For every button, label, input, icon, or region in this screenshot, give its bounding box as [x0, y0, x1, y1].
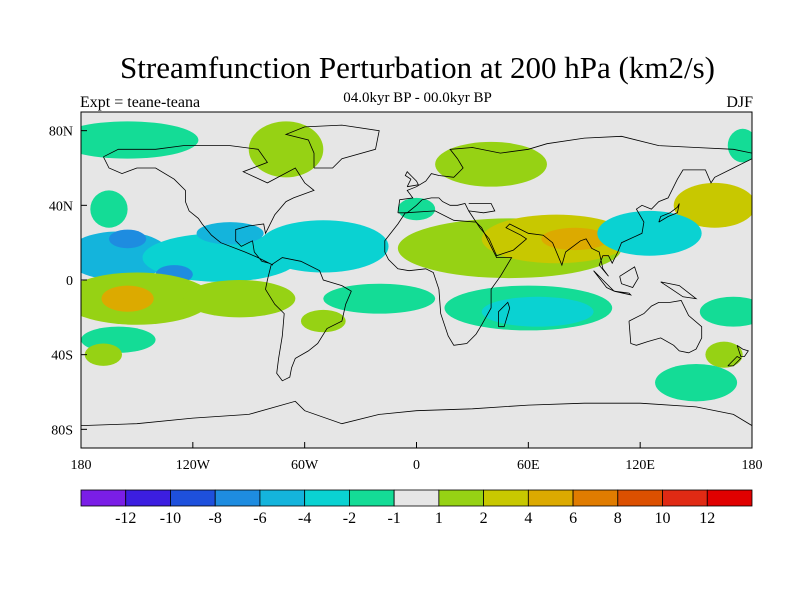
contour-region: [705, 341, 743, 368]
contour-region: [258, 220, 389, 273]
x-tick-label: 0: [413, 458, 420, 473]
contour-region: [597, 210, 702, 256]
chart-title: Streamfunction Perturbation at 200 hPa (…: [120, 50, 715, 85]
coastline: [384, 210, 513, 346]
y-tick-label: 40N: [49, 199, 73, 214]
x-tick-label: 60W: [291, 458, 319, 473]
contour-fill-layer: [81, 121, 752, 402]
season-label: DJF: [726, 94, 753, 111]
colorbar-label: -8: [209, 510, 222, 527]
contour-region: [300, 309, 346, 333]
coastline-layer: [81, 124, 752, 426]
coastline: [727, 356, 742, 367]
y-tick-label: 40S: [51, 349, 73, 364]
colorbar-label: -12: [115, 510, 136, 527]
y-tick-label: 80S: [51, 423, 73, 438]
colorbar-swatch: [80, 489, 127, 507]
coastline: [397, 135, 752, 277]
colorbar-swatch: [259, 489, 306, 507]
y-axis: 80N 40N 0 40S 80S: [49, 125, 87, 438]
x-tick-label: 120W: [176, 458, 211, 473]
colorbar-label: -10: [160, 510, 181, 527]
contour-region: [541, 227, 609, 251]
y-tick-label: 0: [66, 274, 73, 289]
colorbar-swatch: [348, 489, 395, 507]
x-tick-label: 180: [742, 458, 763, 473]
contour-region: [81, 121, 199, 159]
colorbar-swatch: [662, 489, 708, 507]
colorbar-swatch: [170, 489, 216, 507]
coastline: [498, 301, 511, 328]
colorbar-swatch: [304, 489, 350, 507]
coastline: [265, 257, 352, 382]
colorbar-swatch: [527, 489, 574, 507]
contour-region: [699, 296, 752, 327]
coastline: [658, 203, 680, 223]
colorbar-label: -1: [387, 510, 400, 527]
contour-region: [196, 222, 264, 245]
colorbar-swatch: [214, 489, 261, 507]
colorbar-swatch: [617, 489, 663, 507]
coastline: [660, 281, 698, 300]
x-axis: 180 120W 60W 0 60E 120E 180: [71, 442, 763, 473]
coastline: [284, 124, 380, 169]
colorbar-label: 2: [480, 510, 488, 527]
coastline: [614, 290, 633, 296]
contour-region: [84, 343, 123, 366]
colorbar-swatch: [572, 489, 619, 507]
colorbar-label: 8: [614, 510, 622, 527]
x-tick-label: 60E: [517, 458, 540, 473]
contour-region: [108, 229, 147, 249]
experiment-label: Expt = teane-teana: [80, 94, 201, 111]
contour-region: [481, 296, 594, 327]
contour-region: [183, 280, 296, 318]
coastline: [619, 266, 639, 288]
coastline: [81, 400, 752, 426]
contour-region: [101, 285, 154, 312]
colorbar: -12 -10 -8 -6 -4 -2 -1 1 2 4 6 8 10 12: [80, 489, 753, 527]
x-tick-label: 120E: [625, 458, 655, 473]
colorbar-swatch: [393, 489, 440, 507]
coastline: [103, 145, 315, 266]
colorbar-label: -6: [253, 510, 266, 527]
x-tick-label: 180: [71, 458, 92, 473]
coastline: [404, 171, 420, 188]
chart-subtitle: 04.0kyr BP - 00.0kyr BP: [343, 90, 492, 106]
contour-region: [655, 364, 738, 402]
contour-region: [81, 231, 171, 280]
colorbar-label: 6: [569, 510, 577, 527]
contour-region: [673, 182, 752, 228]
colorbar-swatch: [125, 489, 171, 507]
colorbar-label: -4: [298, 510, 311, 527]
colorbar-label: 10: [655, 510, 671, 527]
colorbar-swatch: [438, 489, 485, 507]
contour-region: [248, 121, 324, 178]
coastline: [468, 203, 496, 214]
colorbar-label: 4: [524, 510, 532, 527]
y-tick-label: 80N: [49, 125, 73, 140]
contour-region: [323, 283, 436, 314]
colorbar-label: -2: [343, 510, 356, 527]
colorbar-label: 1: [435, 510, 443, 527]
contour-region: [435, 141, 547, 187]
colorbar-label: 12: [699, 510, 715, 527]
coastline: [628, 300, 703, 354]
coastline: [736, 344, 749, 357]
contour-region: [727, 128, 752, 163]
colorbar-swatch: [706, 489, 753, 507]
colorbar-swatch: [483, 489, 529, 507]
contour-region: [90, 190, 128, 228]
contour-region: [397, 197, 436, 221]
